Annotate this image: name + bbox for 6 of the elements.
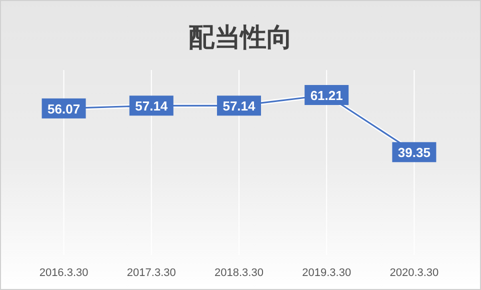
chart-title: 配当性向 (188, 22, 292, 52)
x-tick-label: 2016.3.30 (39, 267, 88, 279)
x-tick-label: 2020.3.30 (390, 267, 439, 279)
x-tick-label: 2019.3.30 (302, 267, 352, 279)
x-tick-label: 2018.3.30 (214, 267, 264, 279)
x-tick-label: 2017.3.30 (126, 267, 176, 279)
